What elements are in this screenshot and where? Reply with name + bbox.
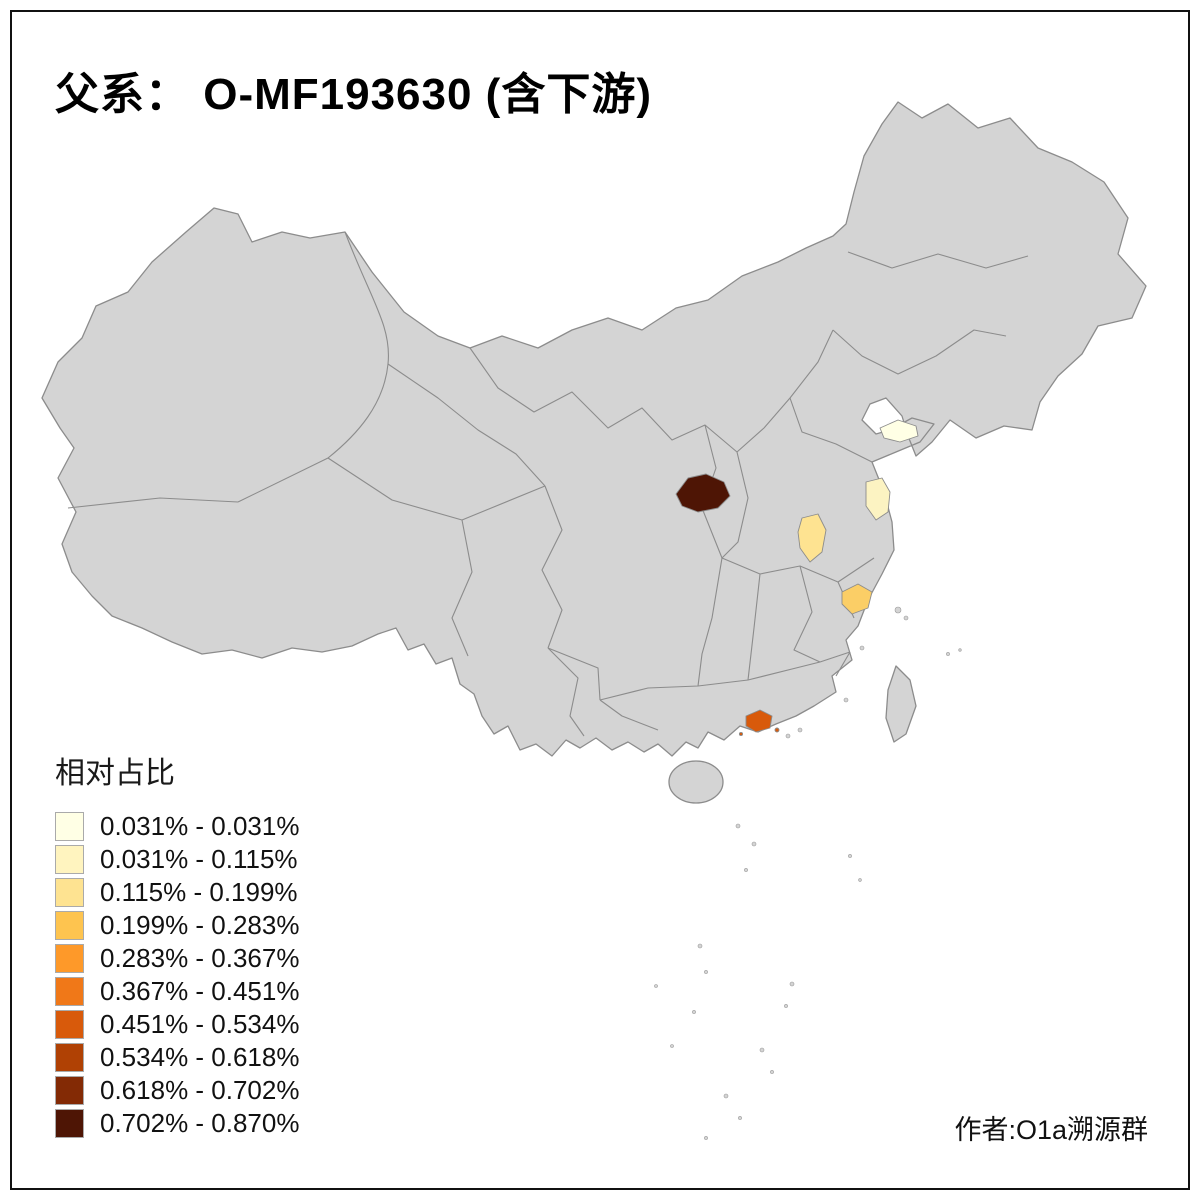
legend-swatch <box>55 1076 84 1105</box>
legend-item: 0.702% - 0.870% <box>55 1107 395 1140</box>
small-islands <box>654 606 962 1140</box>
legend-item: 0.534% - 0.618% <box>55 1041 395 1074</box>
legend-swatch <box>55 977 84 1006</box>
legend-label: 0.031% - 0.031% <box>100 811 300 841</box>
legend-item: 0.115% - 0.199% <box>55 876 395 909</box>
legend-item: 0.199% - 0.283% <box>55 909 395 942</box>
region-pearl-guangdong <box>745 709 773 733</box>
taiwan-island <box>885 665 917 743</box>
region-north-shandong <box>879 419 919 443</box>
legend-swatch <box>55 944 84 973</box>
region-pearl-guangdong-islet <box>774 727 780 733</box>
region-pearl-guangdong-islet <box>738 731 744 737</box>
legend-swatch <box>55 1043 84 1072</box>
legend-swatch <box>55 812 84 841</box>
legend-item: 0.618% - 0.702% <box>55 1074 395 1107</box>
legend-items: 0.031% - 0.031% 0.031% - 0.115% 0.115% - 0… <box>55 810 395 1140</box>
legend-swatch <box>55 1109 84 1138</box>
legend-swatch <box>55 1010 84 1039</box>
legend-title: 相对占比 <box>55 757 175 790</box>
highlighted-regions <box>675 419 919 737</box>
legend-item: 0.031% - 0.115% <box>55 843 395 876</box>
legend-label: 0.702% - 0.870% <box>100 1108 300 1138</box>
legend-label: 0.451% - 0.534% <box>100 1009 300 1039</box>
legend-item: 0.031% - 0.031% <box>55 810 395 843</box>
legend-label: 0.367% - 0.451% <box>100 976 300 1006</box>
hainan-island <box>668 760 724 804</box>
legend-item: 0.283% - 0.367% <box>55 942 395 975</box>
region-central-anhui <box>797 513 827 563</box>
legend-label: 0.031% - 0.115% <box>100 844 298 874</box>
region-east-jiangsu <box>865 477 891 521</box>
page-title: 父系： O-MF193630 (含下游) <box>55 70 652 119</box>
legend-label: 0.618% - 0.702% <box>100 1075 300 1105</box>
legend: 相对占比 0.031% - 0.031% 0.031% - 0.115% 0.115… <box>55 748 395 1140</box>
legend-swatch <box>55 878 84 907</box>
legend-swatch <box>55 845 84 874</box>
legend-label: 0.115% - 0.199% <box>100 877 298 907</box>
legend-swatch <box>55 911 84 940</box>
legend-label: 0.283% - 0.367% <box>100 943 300 973</box>
province-borders <box>67 231 1029 737</box>
legend-label: 0.534% - 0.618% <box>100 1042 300 1072</box>
legend-item: 0.367% - 0.451% <box>55 975 395 1008</box>
region-central-shaanxi <box>675 473 731 513</box>
legend-item: 0.451% - 0.534% <box>55 1008 395 1041</box>
map-land-group <box>41 101 1147 804</box>
region-north-zhejiang <box>841 583 873 615</box>
legend-label: 0.199% - 0.283% <box>100 910 300 940</box>
author-credit: 作者:O1a溯源群 <box>954 1115 1148 1145</box>
mainland-outline <box>41 101 1147 757</box>
